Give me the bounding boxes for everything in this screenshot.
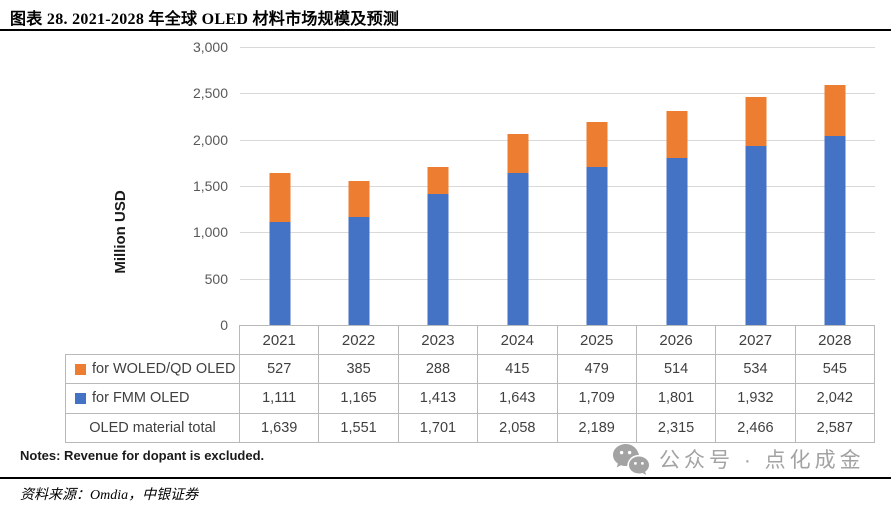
bar-segment — [666, 158, 688, 325]
gridline — [240, 93, 875, 95]
table-year-header: 2021 — [240, 325, 320, 355]
bar-segment — [745, 146, 767, 325]
gridline — [240, 232, 875, 234]
table-value-cell: 2,042 — [795, 384, 875, 414]
table-value-cell: 1,111 — [240, 384, 320, 414]
table-value-cell: 1,709 — [557, 384, 637, 414]
stacked-bar — [586, 122, 608, 325]
bar-column-2022 — [319, 47, 398, 325]
y-tick-label: 2,500 — [192, 85, 228, 102]
table-row-label: OLED material total — [65, 413, 240, 443]
chart-notes: Notes: Revenue for dopant is excluded. — [20, 448, 265, 463]
table-value-cell: 1,551 — [319, 413, 399, 443]
y-tick-label: 2,000 — [192, 131, 228, 148]
stacked-bar — [269, 173, 291, 325]
table-year-header: 2027 — [716, 325, 796, 355]
bar-column-2024 — [478, 47, 557, 325]
bar-segment — [269, 173, 291, 222]
bar-column-2028 — [796, 47, 875, 325]
table-corner-cell — [65, 325, 240, 355]
table-value-cell: 2,587 — [795, 413, 875, 443]
bar-segment — [427, 167, 449, 195]
table-row-label: for WOLED/QD OLED — [65, 355, 240, 385]
bar-column-2023 — [399, 47, 478, 325]
bar-segment — [666, 110, 688, 159]
y-tick-label: 500 — [204, 270, 228, 287]
table-year-header: 2022 — [319, 325, 399, 355]
table-value-cell: 385 — [319, 355, 399, 385]
bar-column-2026 — [637, 47, 716, 325]
y-tick-label: 0 — [220, 317, 228, 333]
gridline — [240, 47, 875, 48]
table-year-header: 2024 — [478, 325, 558, 355]
bar-segment — [507, 172, 529, 325]
gridline — [240, 278, 875, 280]
bar-segment — [824, 135, 846, 325]
table-value-cell: 1,701 — [398, 413, 479, 443]
stacked-bar — [666, 110, 688, 325]
table-row-label-text: for FMM OLED — [92, 390, 190, 407]
source-attribution: 资料来源：Omdia，中银证券 — [20, 488, 199, 503]
table-year-header: 2025 — [557, 325, 637, 355]
table-value-cell: 1,639 — [240, 413, 320, 443]
table-value-cell: 2,189 — [557, 413, 637, 443]
table-value-cell: 415 — [478, 355, 558, 385]
bar-column-2025 — [558, 47, 637, 325]
table-value-cell: 1,643 — [478, 384, 558, 414]
stacked-bar — [745, 96, 767, 325]
stacked-bar — [824, 85, 846, 325]
y-tick-label: 1,500 — [192, 178, 228, 194]
table-row-label: for FMM OLED — [65, 384, 240, 414]
bar-segment — [507, 134, 529, 173]
table-value-cell: 2,466 — [716, 413, 796, 443]
table-value-cell: 2,058 — [478, 413, 558, 443]
table-value-cell: 1,413 — [398, 384, 479, 414]
wechat-icon — [613, 444, 649, 475]
bar-column-2027 — [716, 47, 795, 325]
bar-segment — [824, 85, 846, 136]
table-value-cell: 527 — [240, 355, 320, 385]
figure-title: 图表 28. 2021-2028 年全球 OLED 材料市场规模及预测 — [10, 11, 400, 28]
bar-segment — [269, 222, 291, 325]
y-tick-label: 3,000 — [192, 39, 228, 55]
table-value-cell: 534 — [716, 355, 796, 385]
gridline — [240, 139, 875, 141]
watermark: 公众号 · 点化成金 — [612, 443, 865, 475]
watermark-text: 公众号 · 点化成金 — [659, 449, 865, 472]
bar-segment — [427, 194, 449, 325]
y-axis-title: Million USD — [112, 190, 129, 274]
table-year-header: 2026 — [636, 325, 717, 355]
table-year-header: 2023 — [398, 325, 479, 355]
table-value-cell: 288 — [398, 355, 479, 385]
table-row-label-text: OLED material total — [89, 419, 216, 436]
table-value-cell: 479 — [557, 355, 637, 385]
gridline — [240, 186, 875, 187]
data-table: 2021 2022 2023 2024 2025 2026 2027 2028 for WOLE… — [65, 325, 875, 443]
title-divider — [0, 29, 891, 31]
stacked-bar — [507, 134, 529, 325]
source-divider — [0, 477, 891, 479]
table-year-header: 2028 — [795, 325, 875, 355]
table-value-cell: 1,932 — [716, 384, 796, 414]
bar-series — [240, 47, 875, 325]
table-row-label-text: for WOLED/QD OLED — [92, 361, 236, 378]
legend-swatch — [75, 392, 86, 404]
table-value-cell: 1,165 — [319, 384, 399, 414]
stacked-bar — [427, 167, 449, 325]
legend-swatch — [75, 363, 86, 375]
table-value-cell: 2,315 — [636, 413, 717, 443]
plot-area — [240, 47, 875, 325]
bar-segment — [586, 166, 608, 325]
table-value-cell: 514 — [636, 355, 717, 385]
table-value-cell: 545 — [795, 355, 875, 385]
bar-segment — [586, 122, 608, 167]
y-tick-label: 1,000 — [192, 224, 228, 241]
bar-segment — [745, 96, 767, 146]
bar-column-2021 — [240, 47, 319, 325]
bar-segment — [348, 217, 370, 325]
stacked-bar — [348, 181, 370, 325]
bar-segment — [348, 181, 370, 217]
table-value-cell: 1,801 — [636, 384, 717, 414]
